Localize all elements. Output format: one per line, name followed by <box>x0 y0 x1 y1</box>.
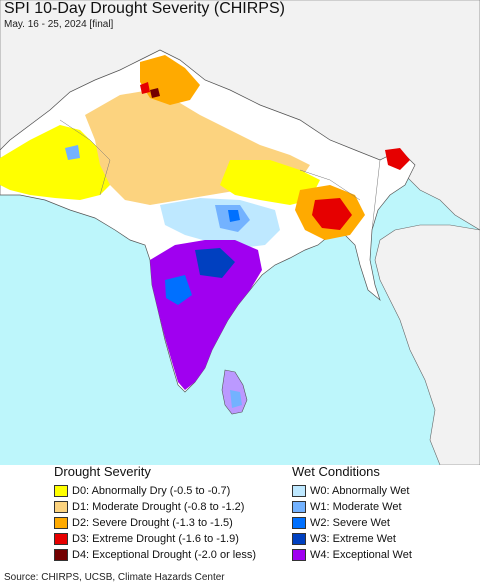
drought-legend: Drought Severity D0: Abnormally Dry (-0.… <box>54 465 256 563</box>
legend-item-d1: D1: Moderate Drought (-0.8 to -1.2) <box>54 499 256 515</box>
legend-swatch-d1 <box>54 501 68 513</box>
legend-swatch-w3 <box>292 533 306 545</box>
legend-item-w2: W2: Severe Wet <box>292 515 412 531</box>
country-border <box>59 119 381 231</box>
legend-label-w2: W2: Severe Wet <box>310 517 390 529</box>
wet-legend: Wet Conditions W0: Abnormally Wet W1: Mo… <box>292 465 412 563</box>
legend-item-w1: W1: Moderate Wet <box>292 499 412 515</box>
legend-label-w4: W4: Exceptional Wet <box>310 549 412 561</box>
legend-label-d2: D2: Severe Drought (-1.3 to -1.5) <box>72 517 233 529</box>
w2-southwest <box>165 275 192 305</box>
legend-swatch-w0 <box>292 485 306 497</box>
d3-northeast <box>385 148 410 170</box>
legend-item-d0: D0: Abnormally Dry (-0.5 to -0.7) <box>54 483 256 499</box>
legend-swatch-w2 <box>292 517 306 529</box>
drought-legend-heading: Drought Severity <box>54 464 151 479</box>
d4-north-spot <box>150 88 160 98</box>
legend-label-w3: W3: Extreme Wet <box>310 533 396 545</box>
outside-land-east <box>374 224 480 465</box>
legend-item-w4: W4: Exceptional Wet <box>292 547 412 563</box>
legend-item-d3: D3: Extreme Drought (-1.6 to -1.9) <box>54 531 256 547</box>
w1-west <box>65 145 80 160</box>
wet-legend-heading: Wet Conditions <box>292 464 380 479</box>
d3-north-spot <box>140 82 150 94</box>
legend-item-d2: D2: Severe Drought (-1.3 to -1.5) <box>54 515 256 531</box>
w2-central <box>228 210 240 222</box>
source-credit: Source: CHIRPS, UCSB, Climate Hazards Ce… <box>4 572 225 583</box>
legend-swatch-w1 <box>292 501 306 513</box>
legend-label-d1: D1: Moderate Drought (-0.8 to -1.2) <box>72 501 245 513</box>
d3-east <box>312 198 352 230</box>
legend-label-d3: D3: Extreme Drought (-1.6 to -1.9) <box>72 533 239 545</box>
legend-label-w0: W0: Abnormally Wet <box>310 485 410 497</box>
drought-map: SPI 10-Day Drought Severity (CHIRPS) May… <box>0 0 480 465</box>
map-canvas <box>0 0 480 465</box>
legend-label-w1: W1: Moderate Wet <box>310 501 402 513</box>
d0-west <box>0 125 115 200</box>
legend-swatch-d3 <box>54 533 68 545</box>
legend-swatch-w4 <box>292 549 306 561</box>
legend-label-d4: D4: Exceptional Drought (-2.0 or less) <box>72 549 257 561</box>
legend-swatch-d2 <box>54 517 68 529</box>
legend-item-w0: W0: Abnormally Wet <box>292 483 412 499</box>
w3-south <box>195 248 235 278</box>
legend-swatch-d4 <box>54 549 68 561</box>
map-title: SPI 10-Day Drought Severity (CHIRPS) <box>4 0 285 17</box>
d0-central-east <box>220 160 320 205</box>
legend: Drought Severity D0: Abnormally Dry (-0.… <box>0 465 480 586</box>
legend-item-d4: D4: Exceptional Drought (-2.0 or less) <box>54 547 256 563</box>
legend-swatch-d0 <box>54 485 68 497</box>
map-subtitle: May. 16 - 25, 2024 [final] <box>4 19 114 30</box>
legend-label-d0: D0: Abnormally Dry (-0.5 to -0.7) <box>72 485 231 497</box>
legend-item-w3: W3: Extreme Wet <box>292 531 412 547</box>
w1-sri-lanka <box>230 390 242 408</box>
